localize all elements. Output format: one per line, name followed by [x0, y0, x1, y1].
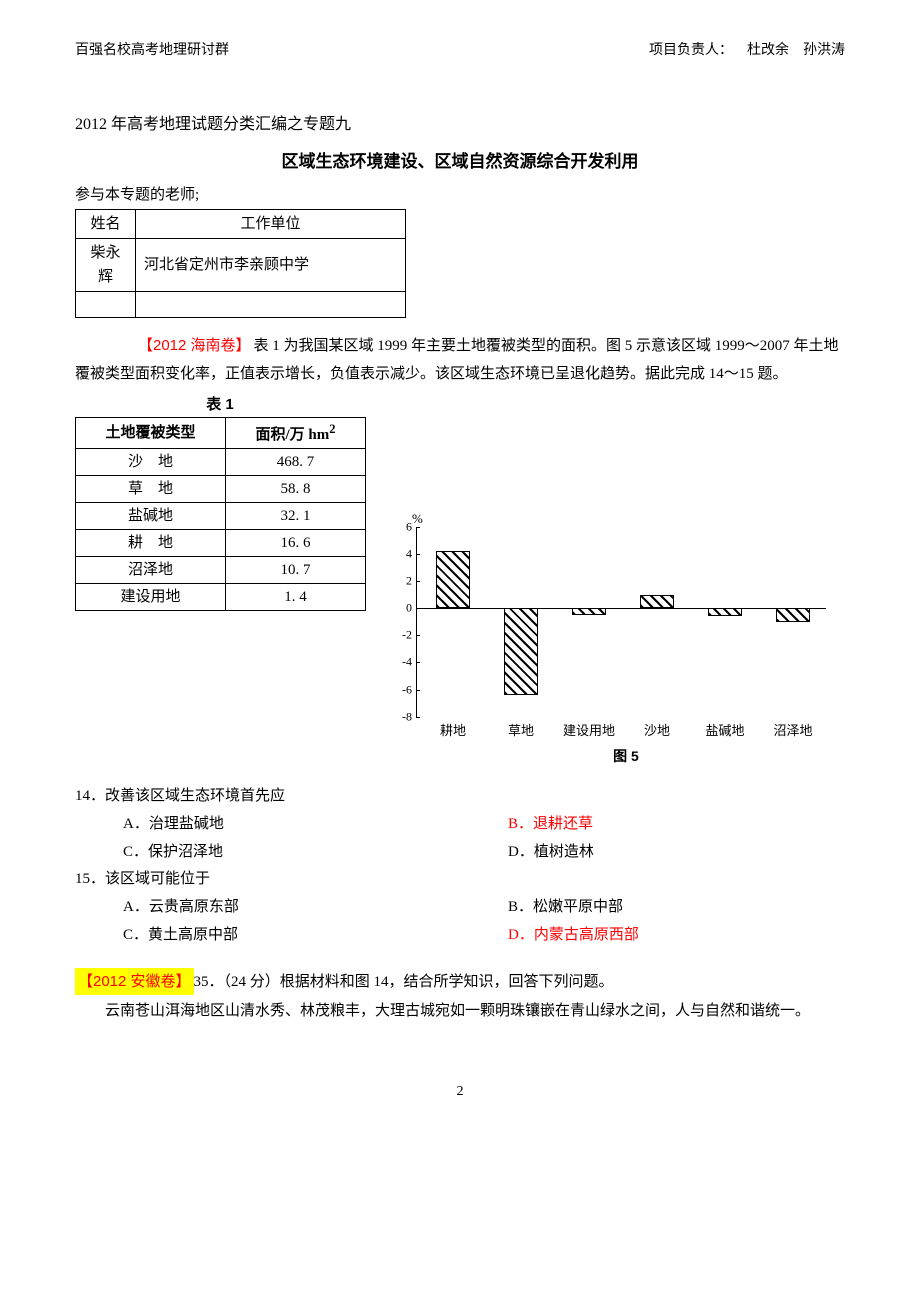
q14-stem: 14．改善该区域生态环境首先应 [75, 783, 845, 811]
header-left: 百强名校高考地理研讨群 [75, 40, 229, 62]
q14-opt-c: C．保护沼泽地 [75, 839, 460, 867]
figure-caption: 图 5 [416, 745, 836, 767]
table-row: 柴永辉 河北省定州市李亲顾中学 [76, 239, 406, 292]
exam1-intro: 【2012 海南卷】表 1 为我国某区域 1999 年主要土地覆被类型的面积。图… [75, 332, 845, 389]
chart-bar [436, 551, 470, 608]
y-tick-label: -4 [386, 653, 412, 672]
x-tick-label: 沼泽地 [773, 721, 812, 742]
table-row: 沙 地468. 7 [76, 448, 366, 475]
y-tick-label: -2 [386, 626, 412, 645]
q15-opt-c: C．黄土高原中部 [75, 922, 460, 950]
table-row: 沼泽地10. 7 [76, 556, 366, 583]
table-row: 建设用地1. 4 [76, 583, 366, 610]
y-tick-label: 2 [386, 571, 412, 590]
q14-opt-d: D．植树造林 [460, 839, 845, 867]
x-tick-label: 草地 [508, 721, 534, 742]
y-tick-label: 0 [386, 599, 412, 618]
q15-stem: 15．该区域可能位于 [75, 866, 845, 894]
x-tick-label: 耕地 [440, 721, 466, 742]
landcover-col-type: 土地覆被类型 [76, 417, 226, 448]
table1-caption: 表 1 [75, 393, 365, 417]
table-row: 盐碱地32. 1 [76, 502, 366, 529]
landcover-col-area: 面积/万 hm2 [226, 417, 366, 448]
exam-tag: 【2012 安徽卷】 [75, 968, 194, 996]
exam-tag: 【2012 海南卷】 [105, 332, 254, 360]
y-tick-label: 4 [386, 544, 412, 563]
chart-bar [640, 595, 674, 609]
landcover-table: 土地覆被类型 面积/万 hm2 沙 地468. 7 草 地58. 8 盐碱地32… [75, 417, 366, 611]
chart-bar [572, 608, 606, 615]
chart-bar [708, 608, 742, 616]
x-tick-label: 沙地 [644, 721, 670, 742]
page-header: 百强名校高考地理研讨群 项目负责人：杜改余孙洪涛 [75, 40, 845, 62]
questions-block: 14．改善该区域生态环境首先应 A．治理盐碱地 B．退耕还草 C．保护沼泽地 D… [75, 783, 845, 950]
doc-title-2: 区域生态环境建设、区域自然资源综合开发利用 [75, 148, 845, 175]
y-tick-label: -6 [386, 680, 412, 699]
table-row: 草 地58. 8 [76, 475, 366, 502]
exam2-para: 云南苍山洱海地区山清水秀、林茂粮丰，大理古城宛如一颗明珠镶嵌在青山绿水之间，人与… [75, 998, 845, 1026]
teachers-table: 姓名 工作单位 柴永辉 河北省定州市李亲顾中学 [75, 209, 406, 318]
table-chart-row: 土地覆被类型 面积/万 hm2 沙 地468. 7 草 地58. 8 盐碱地32… [75, 417, 845, 767]
y-tick-label: 6 [386, 517, 412, 536]
bar-chart: % 6420-2-4-6-8耕地草地建设用地沙地盐碱地沼泽地 图 5 [386, 527, 836, 767]
q14-opt-a: A．治理盐碱地 [75, 811, 460, 839]
x-tick-label: 建设用地 [563, 721, 615, 742]
teachers-col-name: 姓名 [76, 210, 136, 239]
q15-options: A．云贵高原东部 B．松嫩平原中部 C．黄土高原中部 D．内蒙古高原西部 [75, 894, 845, 950]
q15-opt-d: D．内蒙古高原西部 [460, 922, 845, 950]
header-right: 项目负责人：杜改余孙洪涛 [649, 40, 845, 62]
teachers-col-unit: 工作单位 [136, 210, 406, 239]
chart-bar [776, 608, 810, 622]
q15-opt-b: B．松嫩平原中部 [460, 894, 845, 922]
exam2-stem: 【2012 安徽卷】35．（24 分）根据材料和图 14，结合所学知识，回答下列… [75, 968, 845, 997]
y-tick-label: -8 [386, 707, 412, 726]
q14-options: A．治理盐碱地 B．退耕还草 C．保护沼泽地 D．植树造林 [75, 811, 845, 867]
x-tick-label: 盐碱地 [705, 721, 744, 742]
participants-label: 参与本专题的老师; [75, 183, 845, 207]
page-number: 2 [75, 1081, 845, 1103]
doc-title-1: 2012 年高考地理试题分类汇编之专题九 [75, 112, 845, 138]
table-row: 耕 地16. 6 [76, 529, 366, 556]
chart-bar [504, 608, 538, 695]
q14-opt-b: B．退耕还草 [460, 811, 845, 839]
table-row [76, 292, 406, 318]
q15-opt-a: A．云贵高原东部 [75, 894, 460, 922]
